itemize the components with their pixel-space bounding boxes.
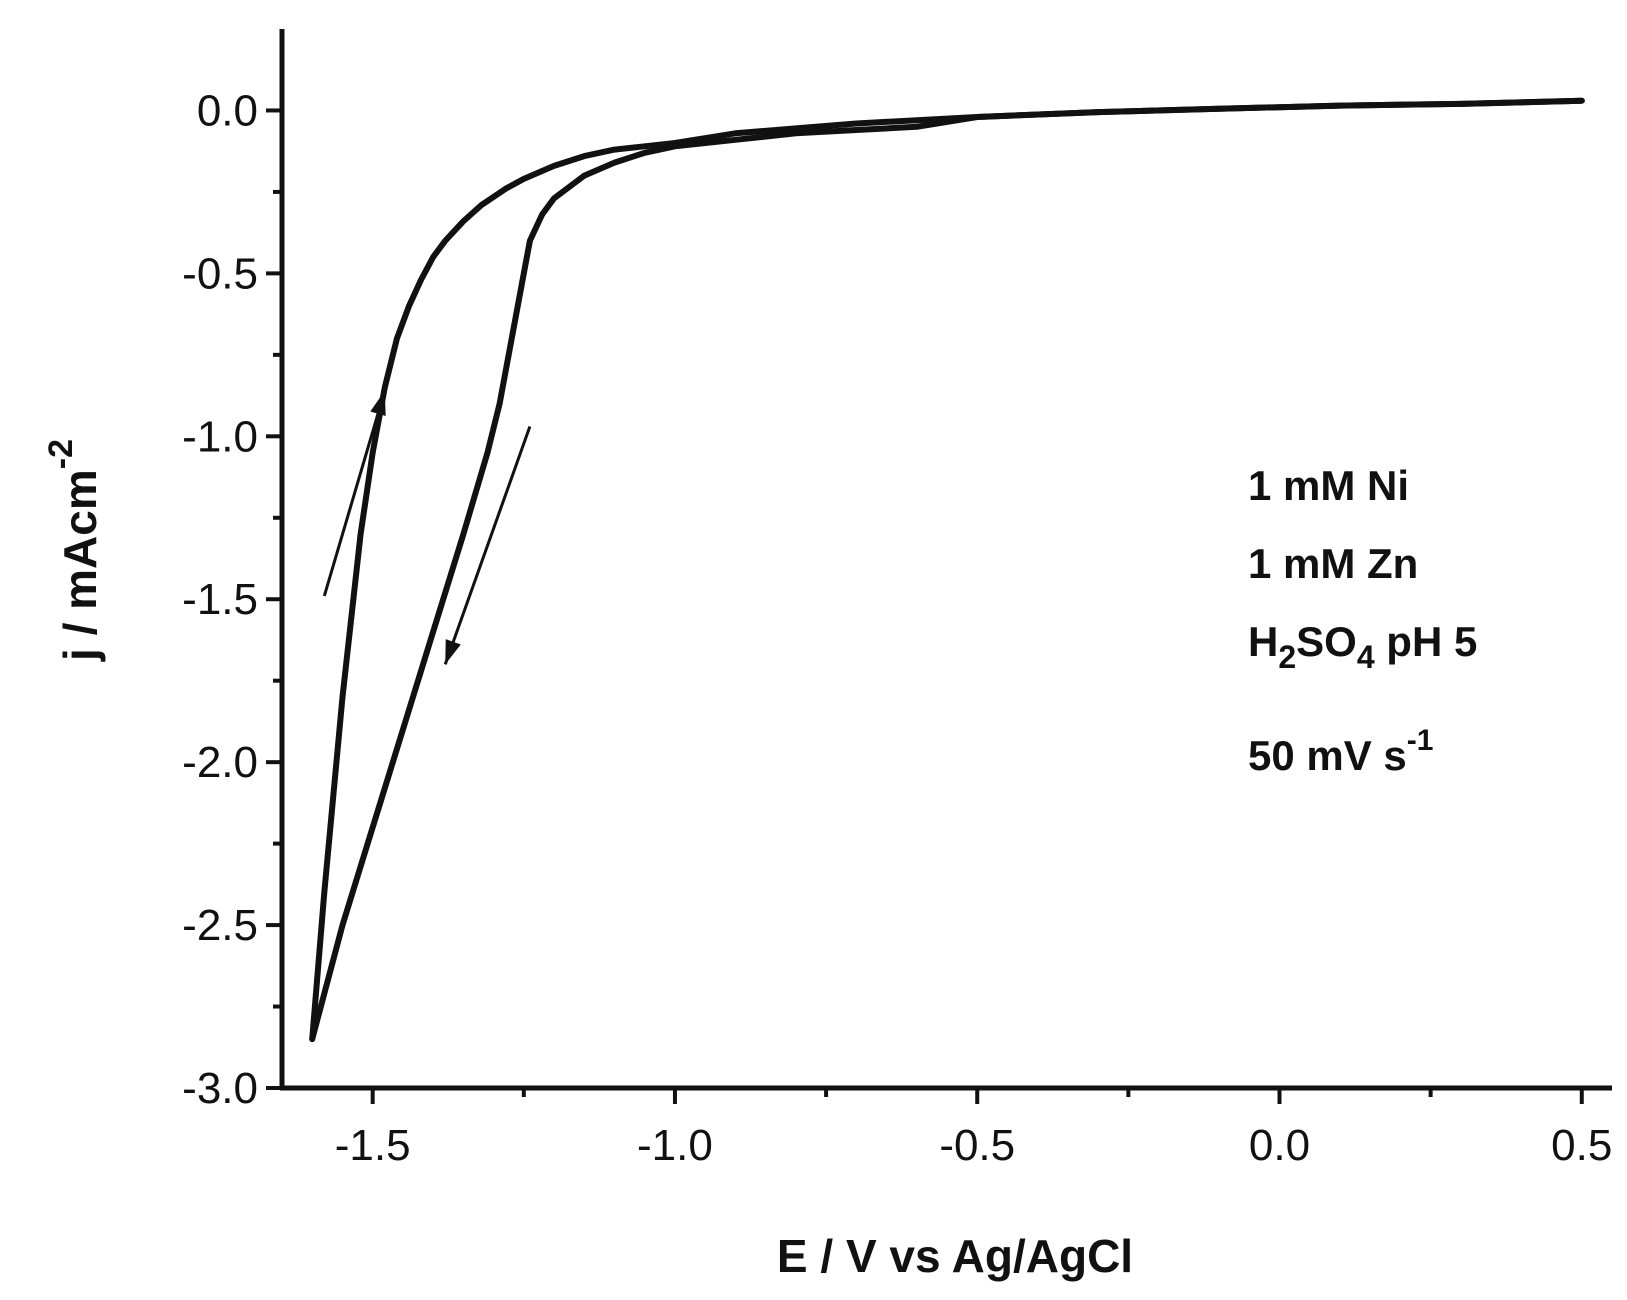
annotation-scan-rate: 50 mV s-1 <box>1248 724 1433 779</box>
y-tick-label: -3.0 <box>182 1064 258 1113</box>
x-tick-label: -1.5 <box>335 1121 411 1170</box>
annotation-electrolyte-h: H <box>1248 618 1278 665</box>
annotation-scan-rate-main: 50 mV s <box>1248 732 1407 779</box>
axes: -1.5 -1.0 -0.5 0.0 0.5 0.0 -0.5 -1.0 -1.5 -2.0 -2.… <box>182 29 1612 1170</box>
y-tick-label: -2.5 <box>182 901 258 950</box>
y-tick-label: 0.0 <box>197 86 258 135</box>
x-tick-label: 0.0 <box>1249 1121 1310 1170</box>
annotation-ni: 1 mM Ni <box>1248 462 1409 509</box>
x-tick-label: -0.5 <box>939 1121 1015 1170</box>
x-axis-title: E / V vs Ag/AgCl <box>777 1230 1133 1282</box>
annotation-scan-rate-sup: -1 <box>1407 724 1434 757</box>
x-tick-label: -1.0 <box>637 1121 713 1170</box>
y-tick-label: -1.5 <box>182 575 258 624</box>
y-tick-label: -2.0 <box>182 738 258 787</box>
y-tick-label: -1.0 <box>182 412 258 461</box>
annotation-electrolyte-so: SO <box>1296 618 1357 665</box>
x-tick-label: 0.5 <box>1551 1121 1612 1170</box>
sweep-arrowhead-up <box>370 390 386 416</box>
sweep-arrow-down <box>443 426 532 665</box>
y-axis-title-main: j / mAcm <box>54 469 106 662</box>
annotation-electrolyte-ph: pH 5 <box>1375 618 1478 665</box>
annotation-electrolyte: H2SO4 pH 5 <box>1248 618 1477 675</box>
annotation-electrolyte-sub-4: 4 <box>1357 639 1375 675</box>
sweep-arrow-up <box>322 390 387 597</box>
annotation-zn: 1 mM Zn <box>1248 540 1418 587</box>
y-axis-title: j / mAcm-2 <box>42 439 106 662</box>
sweep-arrowhead-down <box>445 639 461 665</box>
sweep-arrows <box>322 390 532 665</box>
y-axis-title-sup: -2 <box>42 439 80 469</box>
annotation-block: 1 mM Ni 1 mM Zn H2SO4 pH 5 50 mV s-1 <box>1248 462 1477 779</box>
y-tick-label: -0.5 <box>182 249 258 298</box>
annotation-electrolyte-sub-2: 2 <box>1278 639 1296 675</box>
